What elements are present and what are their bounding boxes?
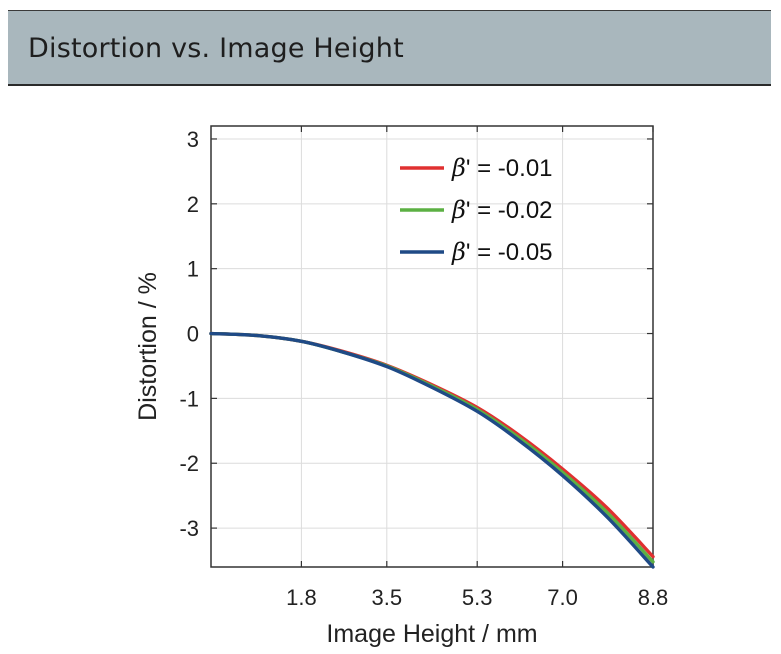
- x-axis-title: Image Height / mm: [326, 620, 537, 648]
- x-tick-label: 8.8: [638, 585, 669, 610]
- y-tick-label: -1: [179, 386, 199, 411]
- legend-label: β' = -0.05: [451, 238, 553, 266]
- plot-frame: [210, 125, 654, 568]
- series-line: [209, 331, 655, 569]
- y-tick-label: 1: [187, 257, 199, 282]
- page-title: Distortion vs. Image Height: [28, 33, 404, 64]
- legend-label: β' = -0.02: [451, 196, 553, 224]
- x-tick-label: 5.3: [462, 585, 493, 610]
- y-tick-label: -3: [179, 516, 199, 541]
- axis-ticks: 1.8 3.5 5.3 7.0 8.8 3 2 1 0 -1 -2 -3: [179, 126, 668, 610]
- y-tick-label: -2: [179, 451, 199, 476]
- legend-label: β' = -0.01: [451, 154, 553, 182]
- header-banner: Distortion vs. Image Height: [8, 10, 771, 86]
- y-tick-label: 0: [187, 322, 199, 347]
- grid: [211, 126, 654, 567]
- series-line: [209, 331, 655, 564]
- y-axis-title: Distortion / %: [134, 272, 162, 421]
- legend: β' = -0.01 β' = -0.02 β' = -0.05: [400, 154, 553, 266]
- y-tick-label: 2: [187, 192, 199, 217]
- x-tick-label: 1.8: [286, 585, 317, 610]
- x-tick-label: 3.5: [371, 585, 402, 610]
- series-line: [209, 331, 655, 559]
- x-tick-label: 7.0: [547, 585, 578, 610]
- series-lines: [209, 331, 655, 569]
- y-tick-label: 3: [187, 127, 199, 152]
